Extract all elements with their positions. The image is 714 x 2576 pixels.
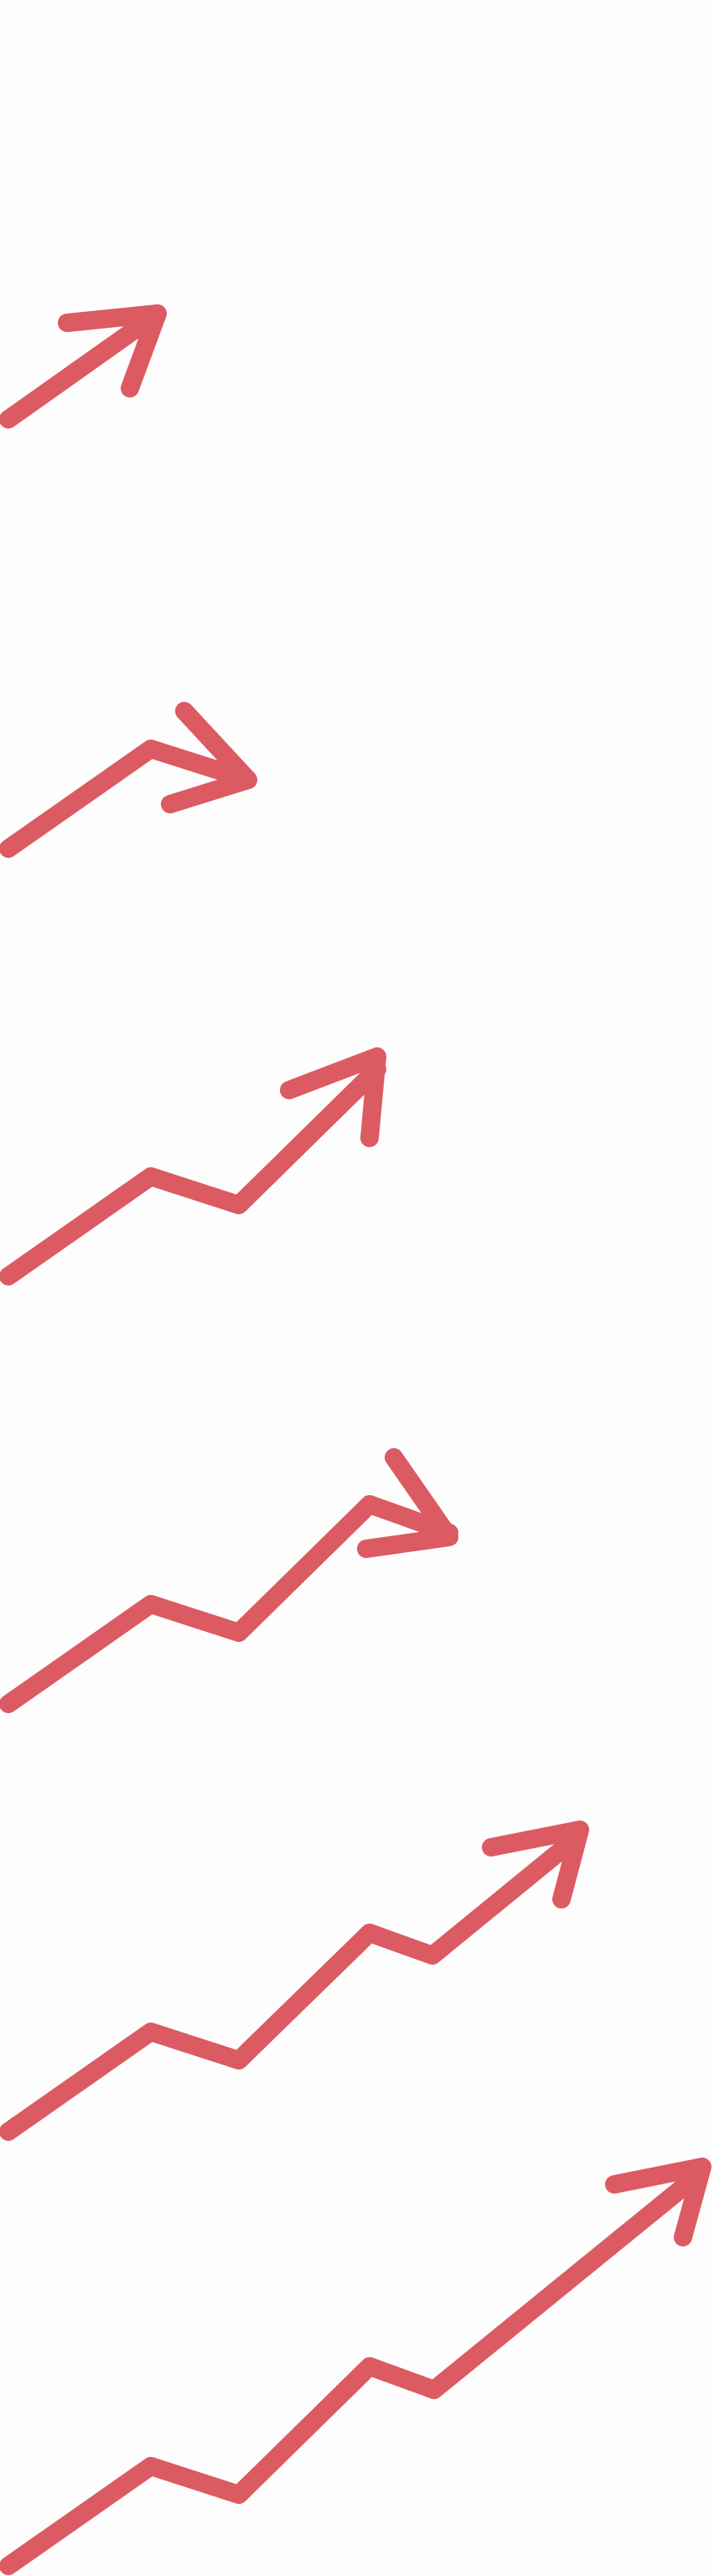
arrow-shaft — [0, 1495, 458, 1713]
trend-arrow-icon-1 — [0, 304, 167, 428]
arrow-head — [161, 702, 257, 813]
trend-arrow-icon-5 — [0, 1820, 589, 2141]
arrow-head — [605, 2158, 711, 2246]
trend-arrow-icon-6 — [0, 2158, 711, 2575]
trend-arrow-icon-3 — [0, 1047, 386, 1285]
arrow-shaft — [0, 1060, 386, 1285]
arrow-head — [58, 304, 167, 397]
arrow-shaft — [0, 740, 257, 858]
arrow-shaft — [0, 2165, 708, 2575]
arrow-head — [357, 1448, 458, 1558]
arrow-head — [482, 1820, 589, 1909]
arrow-head — [280, 1047, 386, 1147]
trend-arrow-icon-4 — [0, 1448, 458, 1713]
trend-arrow-icon-2 — [0, 702, 257, 858]
arrow-shaft — [0, 1831, 583, 2141]
arrow-shaft — [0, 304, 167, 428]
